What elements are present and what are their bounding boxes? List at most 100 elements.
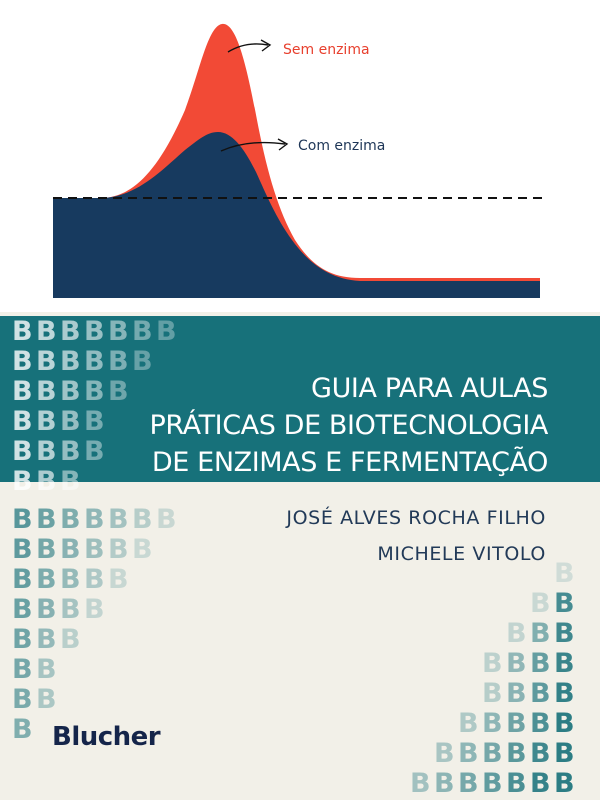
b-pattern-letter: B	[108, 316, 129, 347]
b-pattern-letter: B	[36, 654, 57, 685]
label-without-enzyme: Sem enzima	[283, 42, 370, 58]
arrow-with-enzyme	[220, 141, 286, 152]
b-pattern-letter: B	[84, 376, 105, 407]
b-pattern-letter: B	[506, 678, 527, 709]
b-pattern-letter: B	[458, 708, 479, 739]
b-pattern-letter: B	[12, 654, 33, 685]
b-pattern-letter: B	[84, 534, 105, 565]
label-with-enzyme: Com enzima	[298, 138, 385, 154]
b-pattern-letter: B	[506, 618, 527, 649]
b-pattern-letter: B	[60, 316, 81, 347]
b-pattern-letter: B	[36, 316, 57, 347]
b-pattern-letter: B	[506, 708, 527, 739]
b-pattern-letter: B	[482, 708, 503, 739]
b-pattern-letter: B	[506, 768, 527, 799]
b-pattern-letter: B	[554, 558, 575, 589]
b-pattern-letter: B	[108, 376, 129, 407]
b-pattern-letter: B	[530, 648, 551, 679]
b-pattern-letter: B	[554, 678, 575, 709]
b-pattern-letter: B	[530, 768, 551, 799]
author-list: JOSÉ ALVES ROCHA FILHO MICHELE VITOLO	[286, 500, 546, 572]
energy-diagram: Sem enzima Com enzima	[53, 23, 546, 298]
b-pattern-letter: B	[12, 534, 33, 565]
b-pattern-letter: B	[84, 346, 105, 377]
b-pattern-letter: B	[84, 504, 105, 535]
b-pattern-letter: B	[36, 346, 57, 377]
b-pattern-letter: B	[554, 588, 575, 619]
title-line-2: PRÁTICAS DE BIOTECNOLOGIA	[149, 410, 548, 442]
b-pattern-letter: B	[36, 466, 57, 497]
b-pattern-letter: B	[12, 684, 33, 715]
b-pattern-letter: B	[36, 594, 57, 625]
title-line-1: GUIA PARA AULAS	[311, 373, 548, 405]
b-pattern-letter: B	[156, 316, 177, 347]
b-pattern-letter: B	[410, 768, 431, 799]
b-pattern-letter: B	[12, 346, 33, 377]
b-pattern-letter: B	[60, 534, 81, 565]
b-pattern-letter: B	[482, 738, 503, 769]
arrowhead-without-enzyme	[260, 39, 272, 52]
b-pattern-letter: B	[60, 564, 81, 595]
b-pattern-letter: B	[84, 594, 105, 625]
b-pattern-letter: B	[506, 738, 527, 769]
b-pattern-letter: B	[530, 738, 551, 769]
b-pattern-letter: B	[108, 564, 129, 595]
b-pattern-letter: B	[12, 714, 33, 745]
b-pattern-letter: B	[12, 376, 33, 407]
b-pattern-letter: B	[60, 376, 81, 407]
b-pattern-letter: B	[36, 684, 57, 715]
b-pattern-letter: B	[554, 648, 575, 679]
b-pattern-letter: B	[434, 768, 455, 799]
arrow-without-enzyme	[227, 43, 269, 53]
b-pattern-letter: B	[60, 594, 81, 625]
title-band	[0, 316, 600, 482]
curve-with-enzyme	[53, 132, 540, 298]
b-pattern-letter: B	[132, 534, 153, 565]
b-pattern-letter: B	[108, 534, 129, 565]
b-pattern-letter: B	[36, 376, 57, 407]
b-pattern-letter: B	[12, 624, 33, 655]
b-pattern-letter: B	[108, 504, 129, 535]
b-pattern-letter: B	[84, 316, 105, 347]
b-pattern-letter: B	[12, 466, 33, 497]
b-pattern-letter: B	[530, 708, 551, 739]
b-pattern-letter: B	[12, 436, 33, 467]
b-pattern-letter: B	[554, 708, 575, 739]
b-pattern-letter: B	[108, 346, 129, 377]
b-pattern-letter: B	[482, 648, 503, 679]
arrowhead-with-enzyme	[277, 138, 289, 151]
author-name: JOSÉ ALVES ROCHA FILHO	[286, 507, 546, 529]
b-pattern-letter: B	[530, 618, 551, 649]
cover-illustration-panel: Sem enzima Com enzima	[0, 0, 600, 312]
b-pattern-letter: B	[554, 738, 575, 769]
b-pattern-letter: B	[482, 768, 503, 799]
b-pattern-letter: B	[36, 564, 57, 595]
b-pattern-letter: B	[434, 738, 455, 769]
b-pattern-letter: B	[36, 504, 57, 535]
b-pattern-letter: B	[84, 436, 105, 467]
b-pattern-letter: B	[12, 564, 33, 595]
author-name: MICHELE VITOLO	[377, 543, 546, 565]
publisher-logo: Blucher	[52, 722, 161, 752]
b-pattern-letter: B	[132, 316, 153, 347]
b-pattern-letter: B	[36, 624, 57, 655]
title-line-3: DE ENZIMAS E FERMENTAÇÃO	[151, 447, 548, 479]
b-pattern-letter: B	[60, 346, 81, 377]
b-pattern-letter: B	[482, 678, 503, 709]
b-pattern-letter: B	[12, 594, 33, 625]
b-pattern-letter: B	[506, 648, 527, 679]
b-pattern-letter: B	[554, 768, 575, 799]
b-pattern-letter: B	[36, 406, 57, 437]
b-pattern-letter: B	[530, 678, 551, 709]
b-pattern-letter: B	[60, 624, 81, 655]
b-pattern-letter: B	[530, 588, 551, 619]
b-pattern-letter: B	[36, 436, 57, 467]
b-pattern-letter: B	[458, 768, 479, 799]
b-pattern-letter: B	[84, 564, 105, 595]
b-pattern-letter: B	[12, 406, 33, 437]
b-pattern-letter: B	[458, 738, 479, 769]
b-pattern-letter: B	[132, 504, 153, 535]
b-pattern-letter: B	[12, 316, 33, 347]
b-pattern-letter: B	[60, 466, 81, 497]
b-pattern-letter: B	[60, 406, 81, 437]
